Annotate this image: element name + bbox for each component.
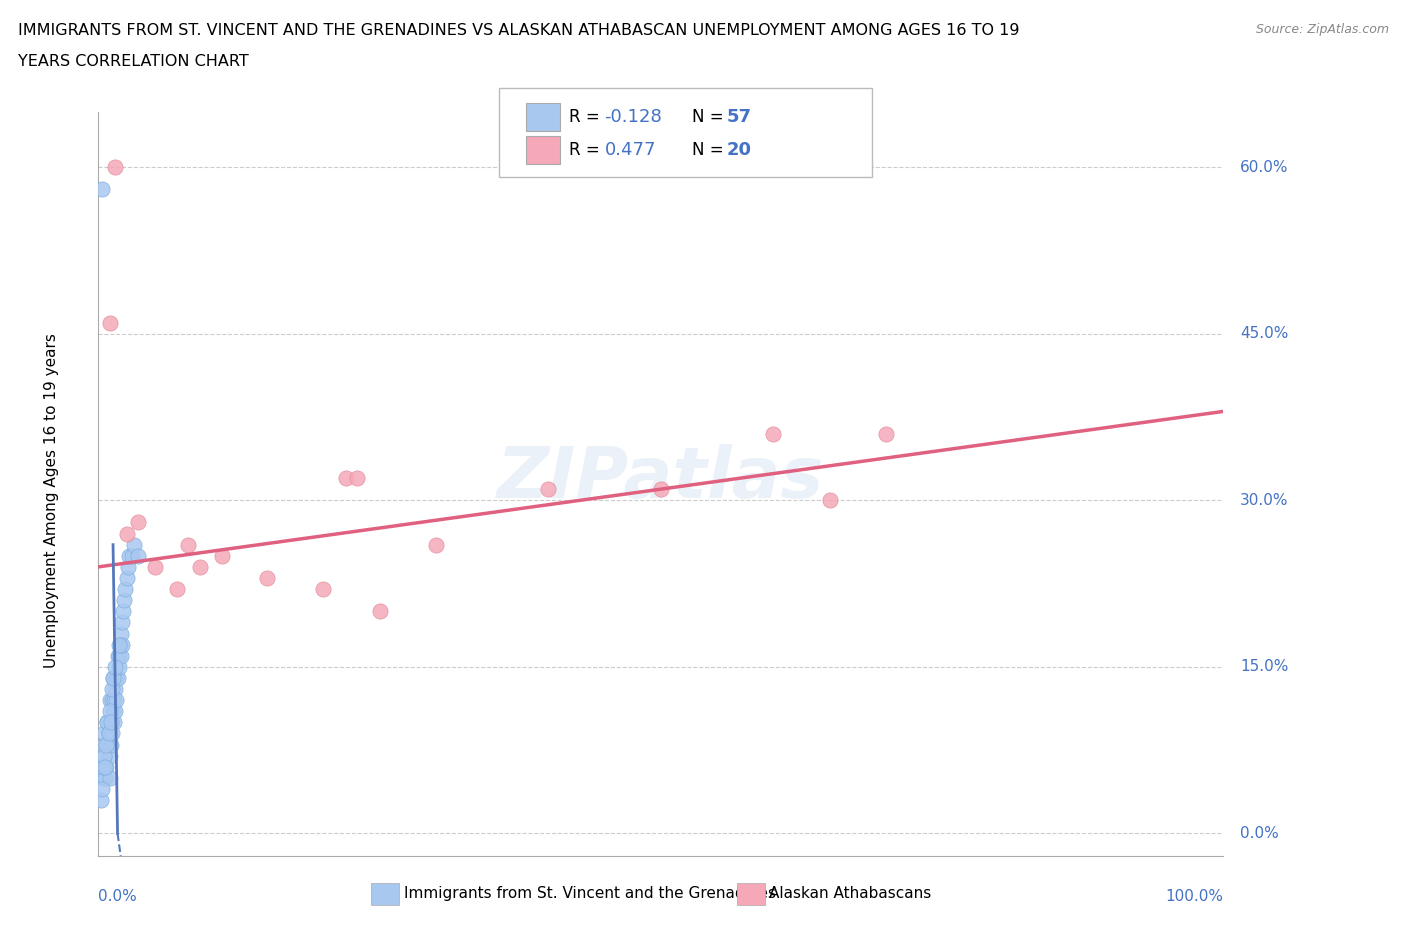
- Text: Unemployment Among Ages 16 to 19 years: Unemployment Among Ages 16 to 19 years: [44, 333, 59, 668]
- Point: [93, 749, 115, 764]
- Text: ZIPatlas: ZIPatlas: [498, 444, 824, 512]
- Point: [100, 737, 122, 752]
- Point: [91, 770, 114, 785]
- Point: [104, 682, 127, 697]
- Point: [101, 671, 124, 685]
- Text: 0.0%: 0.0%: [98, 889, 138, 904]
- Point: [177, 538, 200, 552]
- Point: [101, 704, 124, 719]
- Point: [94, 749, 117, 764]
- Text: 45.0%: 45.0%: [1240, 326, 1288, 341]
- Point: [96, 737, 118, 752]
- Point: [114, 581, 136, 596]
- Point: [875, 426, 897, 441]
- Point: [97, 726, 120, 741]
- Point: [96, 715, 118, 730]
- Point: [537, 482, 560, 497]
- Point: [93, 726, 115, 741]
- Text: N =: N =: [692, 140, 728, 159]
- Point: [124, 538, 146, 552]
- Point: [93, 737, 115, 752]
- Point: [104, 160, 127, 175]
- Point: [94, 770, 117, 785]
- Text: 20: 20: [727, 140, 752, 159]
- Point: [98, 770, 121, 785]
- Point: [111, 637, 134, 652]
- Point: [90, 792, 112, 807]
- Point: [818, 493, 841, 508]
- Point: [112, 604, 135, 618]
- Point: [96, 759, 118, 774]
- Text: 0.0%: 0.0%: [1240, 826, 1279, 841]
- Point: [98, 749, 121, 764]
- Point: [90, 182, 112, 197]
- Text: 60.0%: 60.0%: [1240, 160, 1288, 175]
- Point: [346, 471, 368, 485]
- Text: N =: N =: [692, 108, 728, 126]
- Point: [335, 471, 357, 485]
- Point: [94, 759, 117, 774]
- Point: [110, 648, 132, 663]
- Text: 30.0%: 30.0%: [1240, 493, 1288, 508]
- Point: [112, 592, 135, 607]
- Point: [117, 560, 139, 575]
- Point: [108, 637, 131, 652]
- Point: [107, 671, 129, 685]
- Point: [101, 671, 124, 685]
- Text: Immigrants from St. Vincent and the Grenadines: Immigrants from St. Vincent and the Gren…: [404, 886, 776, 901]
- Point: [100, 715, 122, 730]
- Point: [256, 570, 278, 585]
- Point: [103, 715, 125, 730]
- Point: [121, 549, 143, 564]
- Point: [101, 726, 124, 741]
- Point: [107, 659, 129, 674]
- Text: 57: 57: [727, 108, 752, 126]
- Text: R =: R =: [569, 140, 606, 159]
- Point: [104, 704, 127, 719]
- Point: [107, 648, 129, 663]
- Point: [425, 538, 447, 552]
- Point: [97, 726, 120, 741]
- Text: YEARS CORRELATION CHART: YEARS CORRELATION CHART: [18, 54, 249, 69]
- Point: [96, 715, 118, 730]
- Text: 100.0%: 100.0%: [1166, 889, 1223, 904]
- Point: [100, 715, 122, 730]
- Text: -0.128: -0.128: [605, 108, 662, 126]
- Text: R =: R =: [569, 108, 606, 126]
- Point: [103, 693, 125, 708]
- Point: [118, 549, 141, 564]
- Point: [91, 759, 114, 774]
- Point: [105, 671, 128, 685]
- Point: [98, 315, 121, 330]
- Point: [127, 515, 149, 530]
- Point: [312, 581, 335, 596]
- Point: [96, 737, 118, 752]
- Point: [650, 482, 672, 497]
- Point: [762, 426, 785, 441]
- Point: [115, 570, 138, 585]
- Text: Source: ZipAtlas.com: Source: ZipAtlas.com: [1256, 23, 1389, 36]
- Text: Alaskan Athabascans: Alaskan Athabascans: [769, 886, 931, 901]
- Point: [188, 560, 211, 575]
- Text: 15.0%: 15.0%: [1240, 659, 1288, 674]
- Point: [107, 648, 129, 663]
- Point: [127, 549, 149, 564]
- Point: [105, 693, 128, 708]
- Point: [98, 704, 121, 719]
- Text: 0.477: 0.477: [605, 140, 657, 159]
- Point: [101, 682, 124, 697]
- Point: [101, 693, 124, 708]
- Point: [115, 526, 138, 541]
- Point: [111, 615, 134, 630]
- Point: [98, 693, 121, 708]
- Text: IMMIGRANTS FROM ST. VINCENT AND THE GRENADINES VS ALASKAN ATHABASCAN UNEMPLOYMEN: IMMIGRANTS FROM ST. VINCENT AND THE GREN…: [18, 23, 1019, 38]
- Point: [211, 549, 233, 564]
- Point: [110, 626, 132, 641]
- Point: [107, 637, 129, 652]
- Point: [166, 581, 188, 596]
- Point: [143, 560, 166, 575]
- Point: [90, 781, 112, 796]
- Point: [104, 659, 127, 674]
- Point: [368, 604, 391, 618]
